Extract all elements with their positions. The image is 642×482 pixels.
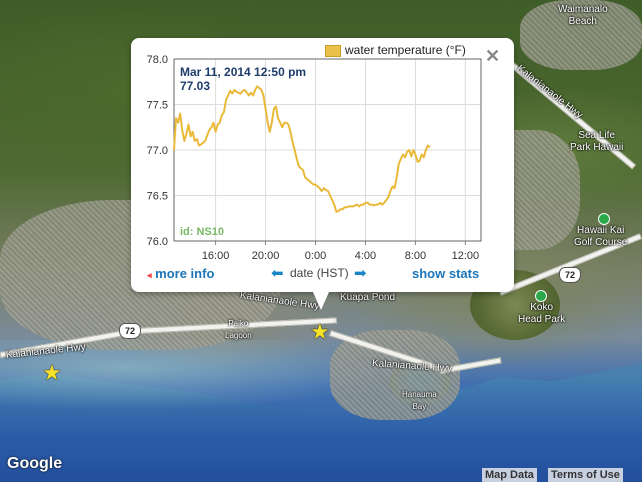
x-tick-label: 16:00 [202, 250, 230, 262]
arrow-left-icon: ◂ [147, 270, 152, 280]
more-info-link[interactable]: ◂ more info [147, 266, 214, 281]
map-data-link[interactable]: Map Data [482, 468, 537, 482]
legend-label: water temperature (°F) [345, 43, 466, 57]
x-tick-label: 4:00 [355, 250, 376, 262]
temperature-chart: 76.0 76.5 77.0 77.5 78.0 16:00 20:00 0:00 4:00 8:… [147, 54, 482, 262]
google-logo: Google [7, 455, 63, 472]
place-label-hawaii-kai: Hawaii Kai Golf Course [574, 225, 628, 248]
station-marker-star-icon[interactable]: ★ [310, 319, 330, 344]
place-label-koko: Koko Head Park [518, 302, 566, 325]
place-label-waimanalo: Waimanalo Beach [558, 4, 608, 27]
terms-of-use-link[interactable]: Terms of Use [548, 468, 623, 482]
tooltip-value: 77.03 [180, 79, 210, 93]
date-axis-label: date (HST) [290, 266, 349, 280]
highway-shield: 72 [559, 267, 581, 283]
more-info-label: more info [155, 266, 215, 281]
y-tick-label: 77.5 [147, 100, 168, 112]
x-tick-label: 8:00 [405, 250, 426, 262]
place-label-paiko: Paiko Lagoon [225, 319, 252, 340]
park-icon [598, 213, 610, 225]
place-label-sea-life: Sea Life Park Hawaii [570, 130, 624, 153]
y-tick-label: 76.5 [147, 191, 168, 203]
prev-date-arrow-icon[interactable]: ⬅ [271, 265, 284, 282]
info-window-tail [313, 292, 329, 310]
road-label: Kalanianaole Hwy [514, 63, 585, 122]
station-marker-star-icon[interactable]: ★ [42, 360, 62, 385]
series-line [173, 85, 431, 213]
x-tick-label: 12:00 [452, 250, 480, 262]
y-tick-label: 76.0 [147, 236, 168, 248]
close-icon[interactable]: ✕ [485, 46, 501, 66]
station-id-label: id: NS10 [180, 226, 224, 238]
residential-area-waimanalo [520, 0, 642, 70]
x-tick-label: 20:00 [252, 250, 280, 262]
show-stats-link[interactable]: show stats [412, 266, 480, 281]
y-tick-label: 77.0 [147, 145, 168, 157]
chart-legend: water temperature (°F) [325, 43, 466, 57]
residential-area-portlock [330, 330, 460, 420]
info-window [131, 38, 514, 292]
y-tick-label: 78.0 [147, 54, 168, 66]
tooltip-datetime: Mar 11, 2014 12:50 pm [180, 65, 306, 79]
place-label-kuapa: Kuapa Pond [340, 292, 396, 303]
x-tick-label: 0:00 [305, 250, 326, 262]
park-icon [535, 290, 547, 302]
highway-shield: 72 [119, 323, 141, 339]
place-label-hanauma: Hanauma Bay [402, 390, 437, 411]
next-date-arrow-icon[interactable]: ➡ [354, 265, 367, 282]
legend-swatch [325, 44, 341, 57]
